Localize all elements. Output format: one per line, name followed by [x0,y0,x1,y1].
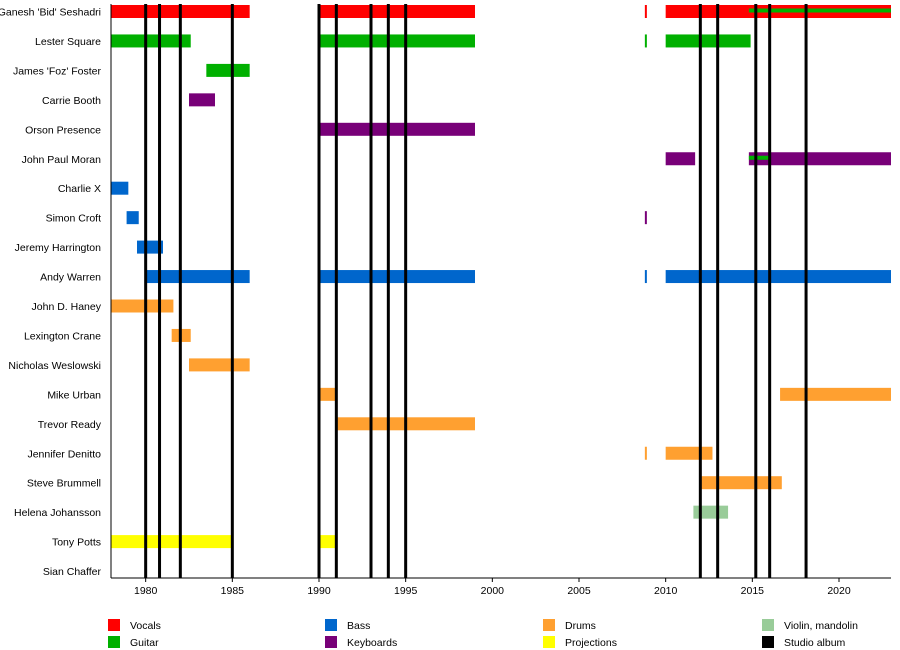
legend-label-violin: Violin, mandolin [784,620,858,632]
bar-keyboards [644,211,647,225]
bar-bass [644,270,647,284]
member-label: Simon Croft [46,213,102,225]
bar-projections [319,535,337,549]
legend-label-vocals: Vocals [130,620,161,632]
x-tick-label: 2015 [741,585,765,597]
bar-bass [145,270,250,284]
bar-guitar [665,34,751,48]
bar-guitar [206,63,250,77]
bar-vocals [319,5,475,18]
member-label: John Paul Moran [22,154,102,166]
legend-label-projections: Projections [565,637,617,649]
bar-drums [780,387,891,401]
member-label: Lexington Crane [24,330,101,342]
bar-keyboards [319,122,475,136]
bar-keyboards [665,152,696,166]
bar-bass [319,270,475,284]
member-label: Mike Urban [47,389,101,401]
member-label: Sian Chaffer [43,566,102,578]
x-tick-label: 1985 [221,585,245,597]
member-label: Lester Square [35,36,101,48]
legend-swatch-bass [325,619,337,631]
x-tick-label: 1995 [394,585,418,597]
bar-guitar [111,34,191,48]
x-tick-label: 2005 [567,585,591,597]
x-tick-label: 2000 [481,585,505,597]
bar-keyboards [189,93,215,107]
bar-bass [665,270,891,284]
legend-swatch-drums [543,619,555,631]
legend-swatch-album [762,636,774,648]
member-label: Ganesh 'Bid' Seshadri [0,7,101,19]
bar-drums [189,358,250,372]
member-label: Jennifer Denitto [27,448,101,460]
bar-violin [693,505,729,519]
member-label: Jeremy Harrington [15,242,102,254]
member-label: Helena Johansson [14,507,101,519]
bar-bass [111,181,129,195]
bar-keyboards [748,152,891,166]
member-label: John D. Haney [32,301,102,313]
bar-guitar [319,34,475,48]
legend-label-bass: Bass [347,620,370,632]
x-tick-label: 1990 [307,585,331,597]
member-label: Charlie X [58,183,101,195]
bar-bass [126,211,139,225]
bar-guitar [748,155,770,160]
legend-swatch-vocals [108,619,120,631]
bar-guitar [748,8,891,13]
legend-swatch-violin [762,619,774,631]
member-label: Orson Presence [25,124,101,136]
legend-label-drums: Drums [565,620,596,632]
legend-label-album: Studio album [784,637,846,649]
bar-drums [319,387,337,401]
member-label: Trevor Ready [38,419,102,431]
bar-projections [111,535,233,549]
legend-label-keyboards: Keyboards [347,637,397,649]
member-label: James 'Foz' Foster [13,65,102,77]
member-label: Steve Brummell [27,478,101,490]
member-label: Carrie Booth [42,95,101,107]
legend-swatch-guitar [108,636,120,648]
bar-vocals [644,5,647,18]
bar-drums [111,299,174,313]
bar-guitar [644,34,647,48]
bar-drums [644,446,647,460]
bar-drums [665,446,713,460]
x-tick-label: 2020 [827,585,851,597]
member-label: Andy Warren [40,272,101,284]
member-label: Tony Potts [52,537,101,549]
bar-drums [700,476,782,490]
legend-label-guitar: Guitar [130,637,159,649]
legend-swatch-keyboards [325,636,337,648]
legend-swatch-projections [543,636,555,648]
member-label: Nicholas Weslowski [8,360,101,372]
x-tick-label: 1980 [134,585,158,597]
bar-bass [137,240,163,254]
x-tick-label: 2010 [654,585,678,597]
